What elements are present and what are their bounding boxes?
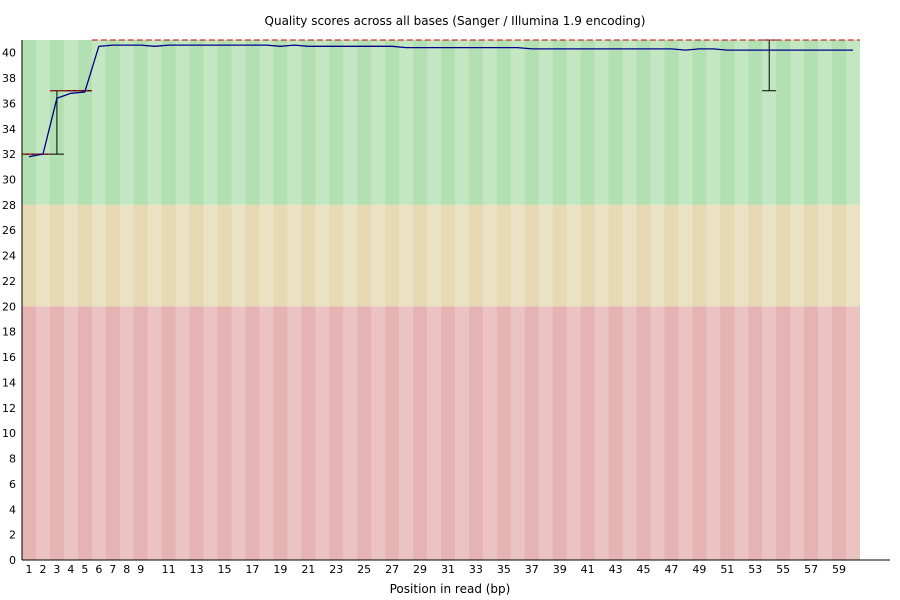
x-tick-27: 27 [385,563,399,576]
y-tick-38: 38 [2,72,16,85]
stripe-60 [846,40,860,560]
x-tick-labels: 1 2 3 4 5 6 7 8 9 11 13 15 17 19 21 23 25 27 29 31 33 35 37 39 4… [25,563,846,576]
stripe-54 [762,40,777,560]
x-tick-4: 4 [67,563,74,576]
x-tick-29: 29 [413,563,427,576]
x-tick-39: 39 [553,563,567,576]
stripe-8 [119,40,134,560]
quality-bands [22,40,860,560]
stripe-38 [538,40,553,560]
x-tick-3: 3 [53,563,60,576]
stripe-42 [594,40,609,560]
x-tick-33: 33 [469,563,483,576]
quality-band-2 [22,306,860,560]
x-tick-1: 1 [25,563,32,576]
stripe-2 [35,40,50,560]
x-tick-2: 2 [39,563,46,576]
stripe-46 [650,40,665,560]
x-tick-9: 9 [137,563,144,576]
x-tick-23: 23 [329,563,343,576]
mean-quality-series [28,44,853,158]
stripe-24 [343,40,358,560]
y-tick-28: 28 [2,199,16,212]
stripe-34 [482,40,497,560]
quality-band-0 [22,40,860,205]
stripe-14 [203,40,218,560]
stripe-28 [399,40,414,560]
stripe-6 [91,40,106,560]
axes [21,40,890,561]
x-tick-55: 55 [776,563,790,576]
y-tick-4: 4 [9,503,16,516]
stripe-48 [678,40,693,560]
x-tick-45: 45 [637,563,651,576]
x-tick-31: 31 [441,563,455,576]
stripe-50 [706,40,721,560]
y-tick-26: 26 [2,224,16,237]
y-tick-22: 22 [2,275,16,288]
y-tick-20: 20 [2,300,16,313]
y-tick-18: 18 [2,326,16,339]
stripe-16 [231,40,246,560]
y-tick-30: 30 [2,174,16,187]
x-tick-49: 49 [692,563,706,576]
stripe-10 [147,40,162,560]
stripe-56 [790,40,805,560]
x-tick-11: 11 [162,563,176,576]
x-tick-35: 35 [497,563,511,576]
stripe-40 [566,40,581,560]
y-tick-32: 32 [2,148,16,161]
y-tick-0: 0 [9,554,16,567]
mean-line-0 [28,44,853,158]
x-tick-53: 53 [748,563,762,576]
x-tick-19: 19 [273,563,287,576]
y-tick-36: 36 [2,97,16,110]
y-tick-12: 12 [2,402,16,415]
chart-title: Quality scores across all bases (Sanger … [264,14,646,28]
stripe-12 [175,40,190,560]
x-tick-15: 15 [218,563,232,576]
stripe-22 [315,40,330,560]
stripe-58 [818,40,833,560]
position-stripes [35,40,860,560]
quality-band-1 [22,204,860,307]
x-tick-13: 13 [190,563,204,576]
y-tick-8: 8 [9,453,16,466]
stripe-32 [454,40,469,560]
x-axis-title: Position in read (bp) [389,582,511,596]
y-tick-2: 2 [9,529,16,542]
stripe-36 [510,40,525,560]
x-tick-47: 47 [664,563,678,576]
x-tick-8: 8 [123,563,130,576]
stripe-30 [427,40,441,560]
y-tick-10: 10 [2,427,16,440]
x-tick-7: 7 [109,563,116,576]
x-tick-51: 51 [720,563,734,576]
x-tick-41: 41 [581,563,595,576]
x-tick-57: 57 [804,563,818,576]
y-tick-24: 24 [2,250,16,263]
x-tick-25: 25 [357,563,371,576]
stripe-18 [259,40,274,560]
x-tick-59: 59 [832,563,846,576]
y-tick-6: 6 [9,478,16,491]
x-tick-6: 6 [95,563,102,576]
x-tick-17: 17 [245,563,259,576]
stripe-52 [734,40,749,560]
y-tick-34: 34 [2,123,16,136]
y-tick-14: 14 [2,376,16,389]
stripe-44 [622,40,637,560]
y-tick-40: 40 [2,47,16,60]
x-tick-37: 37 [525,563,539,576]
stripe-20 [287,40,302,560]
x-tick-43: 43 [609,563,623,576]
stripe-26 [371,40,386,560]
x-tick-5: 5 [81,563,88,576]
stripe-4 [63,40,78,560]
x-tick-21: 21 [301,563,315,576]
y-tick-16: 16 [2,351,16,364]
